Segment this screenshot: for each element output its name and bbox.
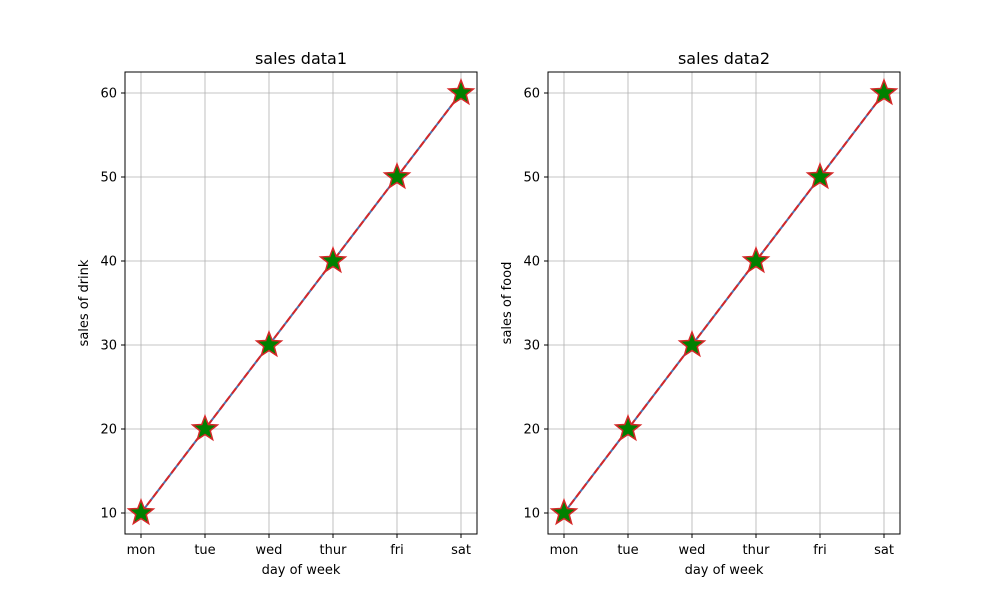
axes-frame (547, 71, 901, 535)
x-tick-label: sat (874, 543, 894, 558)
x-tick-label: tue (194, 543, 215, 558)
x-tick-label: wed (679, 543, 706, 558)
x-tick-label: fri (390, 543, 404, 558)
y-axis-label: sales of food (500, 262, 515, 345)
y-tick-label: 40 (100, 255, 117, 270)
series-line-dashed (563, 92, 885, 514)
x-tick-label: thur (320, 543, 348, 558)
x-tick-label: mon (127, 543, 156, 558)
data-point (126, 497, 156, 526)
data-point (318, 245, 348, 274)
chart-title: sales data1 (255, 49, 347, 68)
data-point (677, 329, 707, 358)
y-tick-label: 10 (100, 507, 117, 522)
y-tick-label: 20 (523, 423, 540, 438)
axes-frame (124, 71, 478, 535)
y-tick-label: 60 (100, 87, 117, 102)
x-axis-label: day of week (685, 563, 764, 578)
y-tick-label: 40 (523, 255, 540, 270)
data-point (382, 161, 412, 190)
x-tick-label: mon (550, 543, 579, 558)
x-axis-label: day of week (262, 563, 341, 578)
grid (125, 72, 477, 534)
y-tick-label: 30 (523, 339, 540, 354)
y-axis-label: sales of drink (77, 259, 92, 346)
x-tick-label: wed (256, 543, 283, 558)
y-tick-label: 20 (100, 423, 117, 438)
y-tick-label: 50 (100, 171, 117, 186)
y-tick-label: 30 (100, 339, 117, 354)
data-point (254, 329, 284, 358)
series-line-dashed (140, 92, 462, 514)
data-point (869, 77, 899, 106)
data-point (613, 413, 643, 442)
grid (548, 72, 900, 534)
x-tick-label: sat (451, 543, 471, 558)
x-tick-label: thur (743, 543, 771, 558)
y-tick-label: 10 (523, 507, 540, 522)
y-tick-label: 60 (523, 87, 540, 102)
x-tick-label: fri (813, 543, 827, 558)
subplot-1: mon tue wed thur fri sat 10 20 30 40 50 60 sales dat… (77, 49, 478, 578)
data-point (190, 413, 220, 442)
subplot-2: mon tue wed thur fri sat 10 20 30 40 50 60 sales dat… (500, 49, 901, 578)
chart-title: sales data2 (678, 49, 770, 68)
data-point (549, 497, 579, 526)
data-point (805, 161, 835, 190)
x-tick-label: tue (617, 543, 638, 558)
data-point (446, 77, 476, 106)
data-point (741, 245, 771, 274)
y-tick-label: 50 (523, 171, 540, 186)
